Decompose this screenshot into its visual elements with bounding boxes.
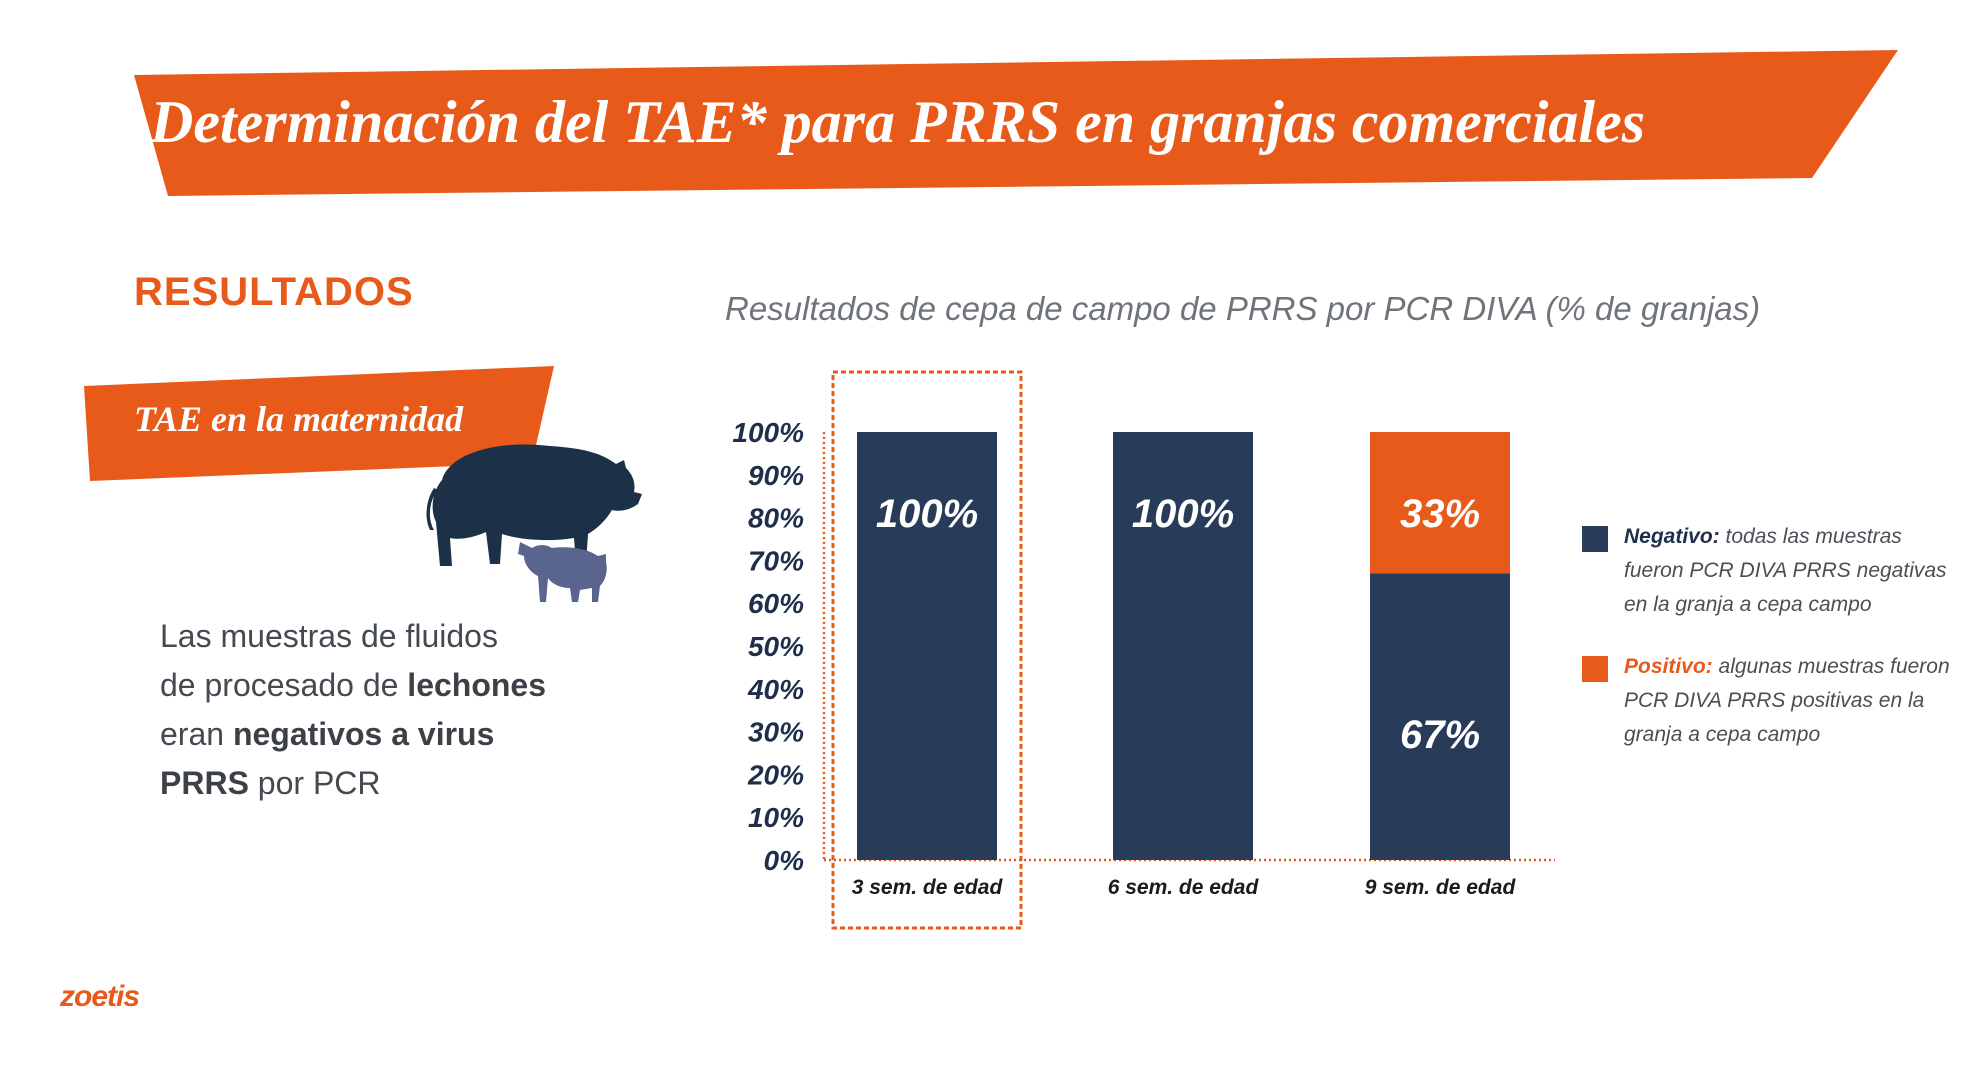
legend-swatch xyxy=(1582,526,1608,552)
zoetis-logo: zoetis xyxy=(60,980,140,1013)
legend-swatch xyxy=(1582,656,1608,682)
highlight-frame xyxy=(831,370,1023,930)
bar-negativo xyxy=(1370,573,1510,860)
description-segment: Las muestras de fluidos xyxy=(160,618,498,654)
y-tick-label: 70% xyxy=(748,545,804,576)
description-text: Las muestras de fluidos de procesado de l… xyxy=(160,612,600,808)
x-tick-label: 3 sem. de edad xyxy=(852,876,1004,899)
sow-icon xyxy=(426,444,642,566)
y-tick-label: 60% xyxy=(748,588,804,619)
description-segment: por PCR xyxy=(248,765,381,801)
title-banner xyxy=(134,50,1898,196)
y-tick-label: 0% xyxy=(764,845,805,876)
y-tick-label: 20% xyxy=(747,759,804,790)
data-label: 33% xyxy=(1400,492,1480,536)
piglet-icon xyxy=(518,542,607,602)
page-title: Determinación del TAE* para PRRS en gran… xyxy=(150,89,1646,155)
y-tick-label: 40% xyxy=(747,674,804,705)
y-tick-label: 80% xyxy=(748,503,804,534)
legend-text: Negativo: todas las muestras fueron PCR … xyxy=(1624,520,1952,622)
description-segment: de procesado de xyxy=(160,667,408,703)
y-tick-label: 90% xyxy=(748,460,804,491)
sow-and-piglet-icon xyxy=(426,444,642,602)
x-tick-label: 6 sem. de edad xyxy=(1108,876,1260,899)
chart-title: Resultados de cepa de campo de PRRS por … xyxy=(725,290,1761,327)
y-tick-label: 100% xyxy=(732,417,804,448)
y-tick-label: 50% xyxy=(748,631,804,662)
legend-item: Negativo: todas las muestras fueron PCR … xyxy=(1582,520,1952,622)
description-emphasis: PRRS xyxy=(160,765,249,801)
data-label: 100% xyxy=(1132,492,1234,536)
bar-negativo xyxy=(1113,432,1253,860)
x-tick-label: 9 sem. de edad xyxy=(1365,876,1517,899)
description-segment: eran xyxy=(160,716,233,752)
y-tick-label: 30% xyxy=(748,717,804,748)
legend-key: Negativo: xyxy=(1624,525,1720,548)
data-label: 67% xyxy=(1400,713,1480,757)
legend-key: Positivo: xyxy=(1624,655,1713,678)
data-label: 100% xyxy=(876,492,978,536)
bar-positivo xyxy=(1370,432,1510,574)
section-heading: RESULTADOS xyxy=(134,270,414,314)
legend-item: Positivo: algunas muestras fueron PCR DI… xyxy=(1582,650,1952,752)
description-emphasis: lechones xyxy=(407,667,547,703)
subsection-banner xyxy=(84,366,554,481)
legend-description: todas las muestras fueron PCR DIVA PRRS … xyxy=(1624,525,1947,616)
description-emphasis: negativos a virus xyxy=(232,716,495,752)
bar-negativo xyxy=(857,432,997,860)
subsection-label: TAE en la maternidad xyxy=(134,399,464,439)
y-tick-label: 10% xyxy=(748,802,804,833)
legend-text: Positivo: algunas muestras fueron PCR DI… xyxy=(1624,650,1952,752)
chart-legend: Negativo: todas las muestras fueron PCR … xyxy=(1582,520,1952,780)
legend-description: algunas muestras fueron PCR DIVA PRRS po… xyxy=(1624,655,1950,746)
